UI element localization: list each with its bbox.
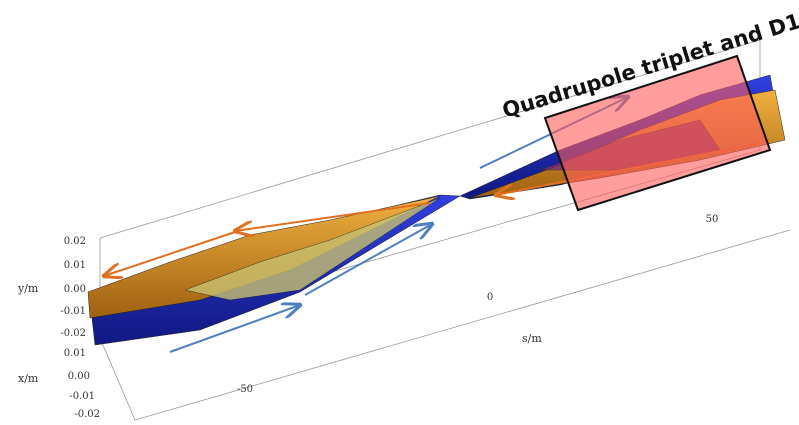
x-axis-label: x/m bbox=[18, 372, 39, 385]
y-tick-label: -0.02 bbox=[60, 328, 86, 339]
s-axis-label: s/m bbox=[522, 332, 542, 345]
x-tick-label: 0.00 bbox=[68, 371, 90, 382]
plot: Quadrupole triplet and D1 y/m 0.02 0.01 … bbox=[0, 0, 799, 425]
s-tick-label: -50 bbox=[237, 384, 253, 395]
x-tick-label: -0.02 bbox=[74, 409, 100, 420]
y-ticks: 0.02 0.01 0.00 -0.01 -0.02 bbox=[60, 236, 86, 339]
x-tick-label: -0.01 bbox=[69, 391, 95, 402]
x-tick-label: 0.01 bbox=[64, 348, 86, 359]
x-ticks: 0.01 0.00 -0.01 -0.02 bbox=[64, 348, 100, 420]
y-tick-label: 0.02 bbox=[64, 236, 86, 247]
y-tick-label: 0.01 bbox=[64, 260, 86, 271]
y-tick-label: -0.01 bbox=[60, 306, 86, 317]
s-tick-label: 0 bbox=[487, 292, 493, 303]
y-axis-label: y/m bbox=[17, 282, 39, 295]
y-tick-label: 0.00 bbox=[64, 284, 86, 295]
s-tick-label: 50 bbox=[706, 214, 719, 225]
